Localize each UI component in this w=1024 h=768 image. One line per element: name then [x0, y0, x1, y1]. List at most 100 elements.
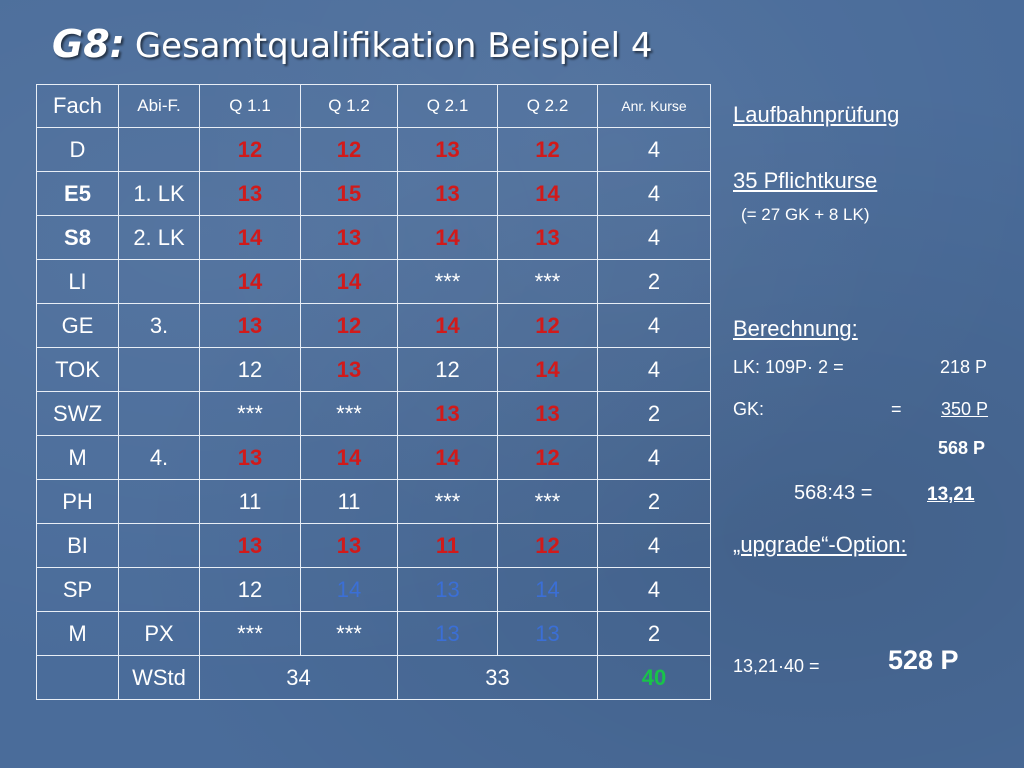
table-cell: S8: [36, 215, 119, 260]
pflicht-heading: 35 Pflichtkurse: [733, 168, 878, 193]
table-cell: 13: [397, 391, 498, 436]
table-cell: M: [36, 611, 119, 656]
table-cell: 13: [497, 215, 598, 260]
pflicht-detail: (= 27 GK + 8 LK): [741, 205, 870, 224]
table-cell: 1. LK: [118, 171, 200, 216]
table-cell: 13: [300, 215, 398, 260]
ratio-value: 13,21: [927, 484, 975, 505]
table-row: E5 1. LK 13 15 13 14 4: [36, 171, 711, 216]
table-cell: 4: [597, 567, 711, 612]
table-cell: SWZ: [36, 391, 119, 436]
table-cell: 12: [199, 127, 301, 172]
table-cell: 12: [199, 347, 301, 392]
table-cell: ***: [397, 259, 498, 304]
table-cell: 13: [397, 567, 498, 612]
header-cell: Q 1.1: [199, 84, 301, 128]
table-cell: 14: [397, 215, 498, 260]
table-cell: 2. LK: [118, 215, 200, 260]
laufbahn-heading: Laufbahnprüfung: [733, 102, 900, 127]
header-cell: Q 2.1: [397, 84, 498, 128]
table-cell: TOK: [36, 347, 119, 392]
table-cell: 14: [497, 347, 598, 392]
grade-table: Fach Abi-F. Q 1.1 Q 1.2 Q 2.1 Q 2.2 Anr.…: [36, 84, 711, 700]
table-cell: 13: [397, 127, 498, 172]
table-cell: 14: [199, 259, 301, 304]
table-cell: 14: [300, 259, 398, 304]
table-cell: 13: [300, 347, 398, 392]
table-cell: 2: [597, 611, 711, 656]
footer-q2-total: 33: [397, 655, 598, 700]
gk-calc-label: GK:: [733, 399, 765, 419]
table-cell: 2: [597, 391, 711, 436]
table-cell: 12: [300, 127, 398, 172]
table-cell: ***: [199, 611, 301, 656]
table-cell: 12: [497, 523, 598, 568]
table-cell: [118, 479, 200, 524]
table-cell: 11: [199, 479, 301, 524]
table-cell: 4: [597, 171, 711, 216]
table-cell: 14: [497, 171, 598, 216]
table-cell: 15: [300, 171, 398, 216]
table-cell: LI: [36, 259, 119, 304]
table-cell: 4: [597, 127, 711, 172]
gk-calc-eq: =: [891, 399, 902, 419]
table-cell: SP: [36, 567, 119, 612]
table-cell: 12: [300, 303, 398, 348]
table-cell: 13: [397, 611, 498, 656]
table-cell: [118, 523, 200, 568]
lk-calc-value: 218 P: [940, 357, 988, 377]
table-cell: 2: [597, 259, 711, 304]
header-cell: Q 1.2: [300, 84, 398, 128]
table-cell: BI: [36, 523, 119, 568]
table-row: LI 14 14 *** *** 2: [36, 259, 711, 304]
table-cell: ***: [397, 479, 498, 524]
upgrade-heading: „upgrade“-Option:: [733, 532, 907, 557]
table-cell: ***: [497, 479, 598, 524]
table-cell: PH: [36, 479, 119, 524]
upgrade-calc-label: 13,21·40 =: [733, 656, 820, 676]
table-cell: ***: [300, 391, 398, 436]
table-cell: 4: [597, 303, 711, 348]
table-row: M 4. 13 14 14 12 4: [36, 435, 711, 480]
table-cell: 14: [397, 435, 498, 480]
table-cell: PX: [118, 611, 200, 656]
table-cell: ***: [199, 391, 301, 436]
table-cell: 13: [300, 523, 398, 568]
table-cell: 4: [597, 347, 711, 392]
table-cell: ***: [300, 611, 398, 656]
upgrade-calc-value: 528 P: [888, 645, 959, 675]
header-cell: Abi-F.: [118, 84, 200, 128]
table-row: GE 3. 13 12 14 12 4: [36, 303, 711, 348]
header-cell: Q 2.2: [497, 84, 598, 128]
table-cell: 12: [397, 347, 498, 392]
table-cell: 13: [497, 391, 598, 436]
table-cell: 13: [397, 171, 498, 216]
table-cell: 14: [497, 567, 598, 612]
footer-q1-total: 34: [199, 655, 398, 700]
table-row: PH 11 11 *** *** 2: [36, 479, 711, 524]
table-cell: 12: [497, 303, 598, 348]
lk-calc-label: LK: 109P· 2 =: [733, 357, 844, 377]
header-cell: Anr. Kurse: [597, 84, 711, 128]
table-cell: D: [36, 127, 119, 172]
table-cell: ***: [497, 259, 598, 304]
table-row: SP 12 14 13 14 4: [36, 567, 711, 612]
footer-grand-total: 40: [597, 655, 711, 700]
table-row: TOK 12 13 12 14 4: [36, 347, 711, 392]
title-text: Gesamtqualifikation Beispiel 4: [134, 26, 653, 66]
table-cell: 14: [397, 303, 498, 348]
table-cell: 12: [199, 567, 301, 612]
table-cell: 13: [199, 171, 301, 216]
table-cell: 13: [199, 303, 301, 348]
table-cell: [118, 567, 200, 612]
table-cell: 11: [300, 479, 398, 524]
table-row: D 12 12 13 12 4: [36, 127, 711, 172]
table-cell: 3.: [118, 303, 200, 348]
table-cell: 13: [199, 523, 301, 568]
table-cell: 4: [597, 435, 711, 480]
table-cell: 12: [497, 127, 598, 172]
table-cell: [118, 259, 200, 304]
table-cell: 2: [597, 479, 711, 524]
table-row: BI 13 13 11 12 4: [36, 523, 711, 568]
footer-label: WStd: [118, 655, 200, 700]
